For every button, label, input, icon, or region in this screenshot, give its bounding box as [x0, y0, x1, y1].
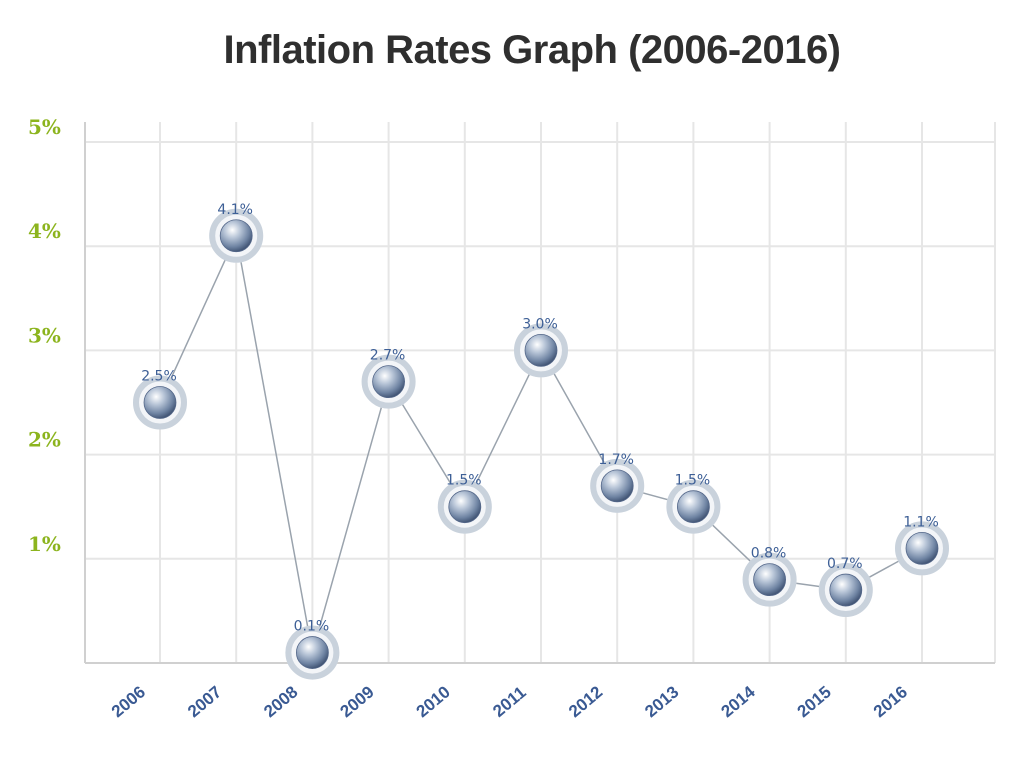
data-label: 0.8%	[751, 546, 787, 562]
marker-ball	[295, 636, 329, 669]
data-label: 2.5%	[141, 369, 177, 385]
axes	[84, 122, 995, 664]
x-tick-label: 2008	[260, 682, 301, 721]
marker-ball	[829, 573, 863, 607]
marker-ball	[600, 469, 634, 503]
marker-ball	[448, 490, 482, 524]
x-axis-ticks: 2006 2007 2008 2009 2010 2011 2012 2013 2014 2015…	[108, 682, 911, 721]
x-tick-label: 2013	[641, 682, 682, 721]
x-tick-label: 2015	[794, 682, 835, 721]
marker-ball	[524, 333, 558, 367]
data-label: 3.0%	[522, 316, 558, 332]
y-axis-ticks: 1% 2% 3% 4% 5%	[28, 115, 61, 556]
y-tick-label: 2%	[28, 428, 61, 452]
x-tick-label: 2009	[336, 682, 377, 721]
data-point	[895, 521, 949, 576]
data-label: 1.5%	[446, 473, 482, 489]
marker-ball	[905, 531, 939, 565]
chart-title: Inflation Rates Graph (2006-2016)	[223, 28, 841, 72]
y-tick-label: 1%	[28, 532, 61, 556]
y-tick-label: 3%	[28, 323, 61, 347]
marker-halo	[666, 479, 721, 534]
y-tick-label: 5%	[28, 115, 61, 139]
marker-halo	[742, 552, 797, 607]
data-label: 0.7%	[827, 556, 863, 572]
data-point	[590, 458, 645, 513]
data-label: 4.1%	[217, 202, 253, 218]
marker-halo	[285, 625, 340, 680]
marker-halo	[818, 563, 873, 618]
x-tick-label: 2016	[870, 682, 911, 721]
data-label: 1.1%	[903, 514, 939, 530]
data-label: 1.7%	[598, 452, 634, 468]
marker-halo	[209, 208, 264, 263]
marker-halo	[514, 323, 568, 378]
data-point	[742, 552, 797, 607]
data-label: 2.7%	[370, 348, 406, 364]
marker-ball	[219, 219, 253, 253]
marker-halo	[590, 458, 645, 513]
data-label: 0.1%	[294, 619, 330, 635]
marker-ball	[372, 365, 406, 399]
markers	[133, 208, 949, 680]
marker-ball	[753, 563, 786, 597]
x-tick-label: 2012	[565, 682, 606, 721]
data-point	[818, 563, 873, 618]
x-tick-label: 2007	[184, 682, 225, 721]
data-point	[514, 323, 568, 378]
x-tick-label: 2011	[489, 683, 529, 721]
x-tick-label: 2010	[413, 682, 454, 721]
marker-halo	[437, 479, 492, 534]
marker-halo	[895, 521, 949, 576]
data-label: 1.5%	[675, 473, 711, 489]
data-point	[437, 479, 492, 534]
y-tick-label: 4%	[28, 219, 61, 243]
marker-halo	[133, 375, 187, 430]
marker-ball	[677, 490, 710, 524]
marker-halo	[361, 354, 416, 409]
data-point	[209, 208, 264, 263]
x-tick-label: 2014	[717, 682, 759, 721]
marker-ball	[143, 386, 177, 419]
data-point	[133, 375, 187, 430]
data-point	[666, 479, 721, 534]
data-point	[361, 354, 416, 409]
x-tick-label: 2006	[108, 682, 149, 721]
data-labels: 2.5% 4.1% 0.1% 2.7% 1.5% 3.0% 1.7% 1.5% 0.8% 0.7%…	[141, 202, 939, 635]
data-point	[285, 625, 340, 680]
